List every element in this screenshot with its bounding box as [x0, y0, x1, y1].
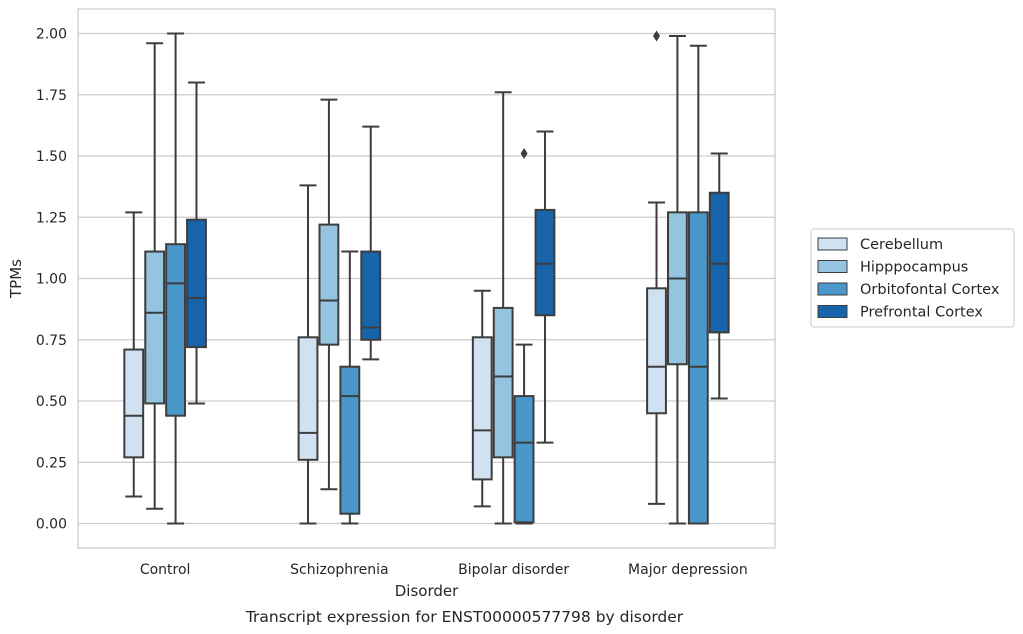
box-body	[513, 395, 535, 524]
y-tick-label: 0.50	[36, 394, 67, 410]
legend: Cerebellum Hipppocampus Orbitofontal Corte…	[810, 228, 1015, 328]
y-tick-label: 1.00	[36, 272, 67, 288]
box	[318, 98, 340, 491]
box-body	[297, 336, 319, 461]
box	[297, 184, 319, 525]
box	[513, 148, 535, 525]
legend-label: Prefrontal Cortex	[860, 305, 983, 321]
plot-frame	[77, 8, 776, 549]
box	[123, 211, 145, 498]
box	[471, 289, 493, 508]
y-tick-label: 1.25	[36, 210, 67, 226]
box	[360, 125, 382, 361]
outlier-point	[520, 148, 528, 160]
box	[708, 152, 730, 400]
legend-label: Orbitofontal Cortex	[860, 282, 1000, 298]
box	[165, 32, 186, 525]
box-body	[165, 243, 186, 417]
box	[534, 130, 556, 444]
y-tick-label: 0.75	[36, 333, 67, 349]
box-body	[123, 348, 145, 459]
y-tick-label: 1.75	[36, 88, 67, 104]
series-orbitofontal-cortex	[165, 32, 709, 525]
box	[339, 250, 361, 525]
y-tick-label: 0.25	[36, 455, 67, 471]
box-body	[318, 223, 340, 346]
box	[646, 30, 667, 505]
y-tick-labels: 0.00 0.25 0.50 0.75 1.00 1.25 1.50 1.75 2.00	[36, 27, 67, 533]
box-body	[646, 287, 667, 415]
box-series	[123, 30, 730, 525]
series-hipppocampus	[144, 34, 688, 525]
legend-label: Hipppocampus	[860, 260, 968, 276]
x-axis-title: Disorder	[395, 582, 459, 600]
box-body	[186, 218, 207, 349]
x-tick-label: Major depression	[628, 562, 748, 578]
box-body	[471, 336, 493, 481]
box-body	[492, 306, 514, 459]
y-tick-label: 0.00	[36, 517, 67, 533]
x-tick-label: Schizophrenia	[290, 562, 388, 578]
box-body	[360, 250, 382, 341]
series-prefrontal-cortex	[186, 81, 730, 444]
x-tick-label: Bipolar disorder	[458, 562, 569, 578]
y-axis-title: TPMs	[7, 259, 25, 299]
legend-frame	[810, 228, 1015, 328]
box	[667, 34, 688, 525]
y-tick-label: 2.00	[36, 27, 67, 43]
legend-swatch	[817, 282, 848, 296]
box-body	[534, 208, 556, 317]
chart-caption: Transcript expression for ENST0000057779…	[245, 608, 684, 626]
legend-swatch	[817, 305, 848, 318]
legend-swatch	[817, 237, 848, 251]
x-tick-labels: Control Schizophrenia Bipolar disorder Majo…	[140, 562, 748, 578]
box	[687, 44, 709, 525]
box-body	[687, 211, 709, 525]
box	[144, 42, 166, 510]
box-body	[144, 250, 166, 405]
box	[492, 91, 514, 525]
box-body	[708, 191, 730, 334]
y-tick-label: 1.50	[36, 149, 67, 165]
series-cerebellum	[123, 30, 667, 525]
x-tick-label: Control	[140, 562, 191, 578]
box	[186, 81, 207, 405]
outlier-point	[653, 30, 661, 42]
legend-label: Cerebellum	[860, 237, 943, 253]
box-body	[667, 211, 688, 366]
box-body	[339, 365, 361, 515]
legend-swatch	[817, 260, 848, 273]
